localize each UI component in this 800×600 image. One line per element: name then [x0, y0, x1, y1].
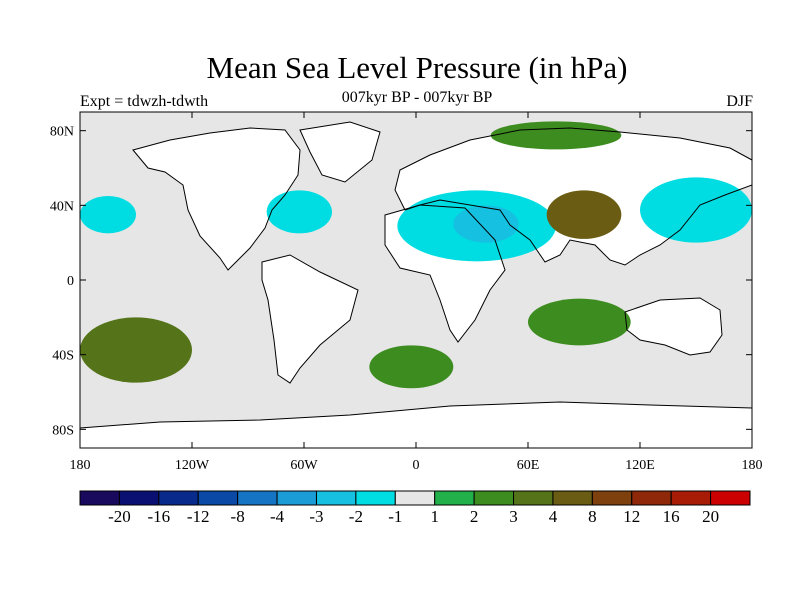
- lat-tick-label: 40N: [50, 199, 74, 214]
- colorbar-label: -12: [187, 507, 210, 526]
- field-region-8: [369, 345, 454, 389]
- colorbar-swatch: [710, 490, 751, 506]
- field-region-5: [546, 190, 622, 239]
- colorbar-swatch: [237, 490, 278, 506]
- map-axes: 80N 40N 0 40S 80S 180 120W 60W 0 60E 120E 180: [50, 112, 763, 473]
- colorbar-swatch: [473, 490, 515, 506]
- colorbar-swatch: [118, 490, 160, 506]
- land-greenland: [300, 122, 380, 182]
- field-region-7: [80, 317, 192, 383]
- lon-tick-label: 0: [413, 458, 420, 473]
- experiment-label: Expt = tdwzh-tdwth: [80, 93, 209, 110]
- lon-tick-label: 180: [70, 458, 91, 473]
- colorbar-label: 1: [430, 507, 439, 526]
- coastlines: [80, 121, 752, 429]
- land-australia: [625, 298, 722, 355]
- colorbar-swatch: [276, 490, 317, 506]
- field-region-6: [490, 121, 622, 150]
- colorbar-swatch: [552, 490, 593, 506]
- lon-tick-label: 180: [742, 458, 763, 473]
- page-subtitle: 007kyr BP - 007kyr BP: [341, 89, 493, 106]
- lat-tick-label: 80N: [50, 125, 74, 140]
- colorbar-swatch: [434, 490, 475, 506]
- colorbar-label: 12: [623, 507, 640, 526]
- field-region-9: [528, 298, 631, 346]
- lat-tick-label: 0: [67, 274, 74, 289]
- season-label: DJF: [726, 93, 753, 110]
- colorbar-label: -20: [108, 507, 131, 526]
- colorbar-swatch: [670, 490, 712, 506]
- land-antarctica: [80, 402, 752, 448]
- colorbar-label: -3: [309, 507, 323, 526]
- lon-tick-label: 60W: [290, 458, 318, 473]
- lat-tick-label: 80S: [52, 423, 74, 438]
- colorbar-label: 16: [663, 507, 680, 526]
- colorbar-label: 2: [470, 507, 479, 526]
- page-title: Mean Sea Level Pressure (in hPa): [206, 50, 628, 85]
- colorbar-swatch: [315, 490, 357, 506]
- field-region-1: [453, 205, 519, 243]
- colorbar-swatch: [631, 490, 672, 506]
- colorbar-swatch: [79, 490, 120, 506]
- lon-tick-label: 120W: [175, 458, 210, 473]
- colorbar-label: -1: [388, 507, 402, 526]
- colorbar-swatch: [197, 490, 239, 506]
- land-south-america: [262, 255, 358, 383]
- field-region-4: [266, 190, 333, 234]
- colorbar: -20 -16 -12 -8 -4 -3 -2 -1 1 2 3 4 8 12 16 20: [79, 490, 751, 526]
- colorbar-label: 20: [702, 507, 719, 526]
- colorbar-label: 8: [588, 507, 597, 526]
- lon-tick-label: 120E: [625, 458, 655, 473]
- colorbar-swatch: [394, 490, 436, 506]
- colorbar-label: -4: [270, 507, 285, 526]
- colorbar-label: -2: [349, 507, 363, 526]
- land-north-america: [133, 128, 300, 270]
- lat-tick-label: 40S: [52, 349, 74, 364]
- colorbar-label: -16: [147, 507, 170, 526]
- lon-tick-label: 60E: [517, 458, 540, 473]
- colorbar-label: 4: [549, 507, 558, 526]
- colorbar-swatch: [591, 490, 633, 506]
- colorbar-swatch: [513, 490, 554, 506]
- colorbar-label: 3: [509, 507, 518, 526]
- field-region-3: [80, 196, 136, 234]
- colorbar-swatch: [158, 490, 199, 506]
- colorbar-swatch: [355, 490, 396, 506]
- colorbar-label: -8: [231, 507, 245, 526]
